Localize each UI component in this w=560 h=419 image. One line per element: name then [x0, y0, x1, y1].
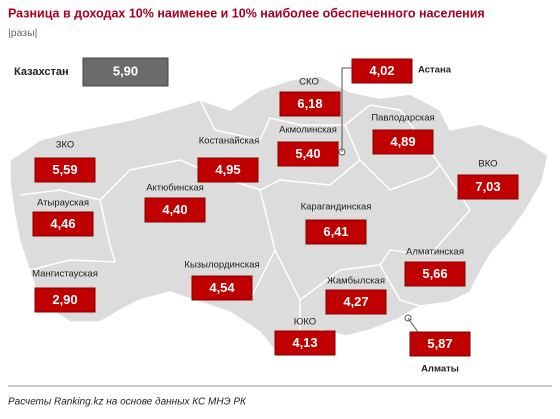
value-box [34, 157, 96, 183]
region-border [274, 164, 471, 302]
value-box [197, 157, 259, 183]
region-name: Костанайская [199, 136, 259, 147]
national-label: Казахстан [14, 66, 69, 78]
region-border [19, 189, 117, 271]
leader-line [341, 67, 352, 152]
value-label: 4,95 [215, 162, 240, 177]
region-name: ВКО [478, 159, 497, 170]
value-label: 4,40 [162, 202, 187, 217]
value-box [351, 58, 413, 84]
region-name: Павлодарская [371, 113, 434, 124]
region-name: ЮКО [294, 317, 316, 328]
unit: |разы| [8, 27, 37, 39]
value-box [305, 219, 367, 245]
national-value: 5,90 [113, 63, 138, 78]
value-box [144, 197, 206, 223]
value-label: 5,87 [427, 336, 452, 351]
value-label: 4,13 [292, 335, 317, 350]
value-label: 4,27 [343, 294, 368, 309]
value-label: 7,03 [475, 179, 500, 194]
value-box [279, 91, 341, 117]
leader-line [407, 317, 419, 333]
value-label: 4,02 [369, 63, 394, 78]
region-name: Кызылординская [184, 260, 259, 271]
value-box [274, 330, 336, 356]
region-name: Карагандинская [301, 202, 372, 213]
value-box [457, 174, 519, 200]
region-border [199, 99, 361, 191]
footer: Расчеты Ranking.kz на основе данных КС М… [8, 397, 247, 408]
region-name: ЗКО [56, 140, 75, 151]
title: Разница в доходах 10% наименее и 10% наи… [8, 6, 485, 20]
region-name: Атырауская [37, 198, 89, 209]
value-label: 5,40 [295, 146, 320, 161]
value-label: 4,54 [209, 280, 235, 295]
region-name: Астана [418, 65, 452, 76]
value-box [409, 331, 471, 357]
value-label: 2,90 [52, 292, 77, 307]
region-name: Акмолинская [279, 125, 337, 136]
value-label: 4,46 [50, 216, 75, 231]
value-box [325, 289, 387, 315]
value-box [372, 129, 434, 155]
region-name: Мангистауская [32, 269, 98, 280]
value-box [277, 141, 339, 167]
region-border [379, 264, 421, 307]
region-name: Жамбылская [327, 276, 385, 287]
region-name: Актюбинская [146, 183, 204, 194]
region-name: СКО [299, 77, 319, 88]
value-box [34, 287, 96, 313]
value-box [191, 275, 253, 301]
value-label: 6,41 [323, 224, 348, 239]
value-label: 5,59 [52, 162, 77, 177]
value-label: 5,66 [422, 266, 447, 281]
value-label: 6,18 [297, 96, 322, 111]
region-name: Алматы [421, 364, 459, 375]
value-box [404, 261, 466, 287]
region-name: Алматинская [406, 247, 464, 258]
value-label: 4,89 [390, 134, 415, 149]
national-box [82, 57, 169, 87]
value-box [32, 211, 94, 237]
